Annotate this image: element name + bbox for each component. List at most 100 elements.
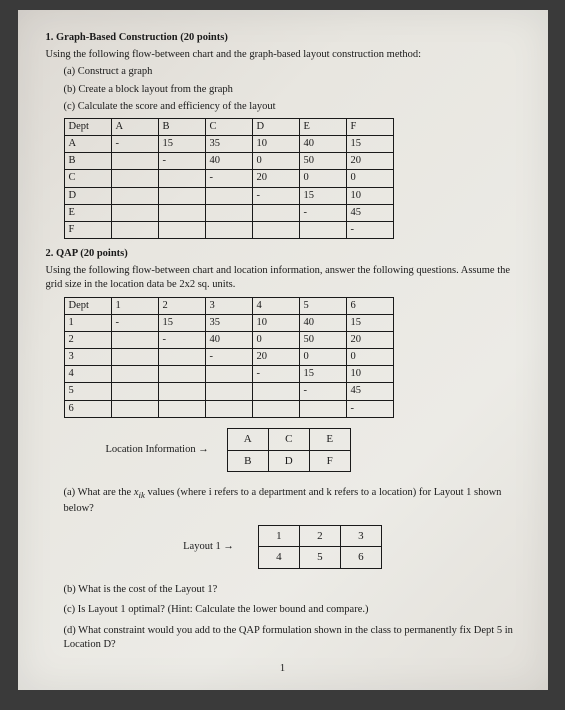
table-cell: - bbox=[299, 204, 346, 221]
location-info-row: Location Information → ACEBDF bbox=[106, 428, 520, 473]
page-number: 1 bbox=[46, 662, 520, 676]
q2-part-b: (b) What is the cost of the Layout 1? bbox=[64, 583, 520, 597]
table-header-cell: 6 bbox=[346, 297, 393, 314]
table-cell bbox=[111, 204, 158, 221]
q1-part-a: (a) Construct a graph bbox=[64, 65, 520, 79]
grid-cell: 4 bbox=[258, 547, 299, 569]
table-header-cell: 5 bbox=[299, 297, 346, 314]
q2-part-c: (c) Is Layout 1 optimal? (Hint: Calculat… bbox=[64, 603, 520, 617]
table-cell: 40 bbox=[205, 331, 252, 348]
table-cell bbox=[252, 400, 299, 417]
table-cell bbox=[205, 221, 252, 238]
table-header-cell: D bbox=[252, 118, 299, 135]
table-cell: - bbox=[205, 170, 252, 187]
table-cell: 10 bbox=[252, 314, 299, 331]
table-cell: 15 bbox=[346, 314, 393, 331]
table-cell: 0 bbox=[299, 349, 346, 366]
table-cell bbox=[252, 221, 299, 238]
table-cell bbox=[111, 187, 158, 204]
grid-cell: 2 bbox=[299, 525, 340, 547]
q1-heading: 1. Graph-Based Construction (20 points) bbox=[46, 31, 520, 45]
table-cell bbox=[111, 153, 158, 170]
table-cell: 10 bbox=[346, 366, 393, 383]
table-cell bbox=[205, 187, 252, 204]
location-label: Location Information → bbox=[106, 443, 209, 457]
layout1-label: Layout 1 → bbox=[183, 540, 234, 554]
table-cell: 20 bbox=[346, 331, 393, 348]
table-cell bbox=[158, 221, 205, 238]
table-cell bbox=[111, 349, 158, 366]
table-header-cell: 2 bbox=[158, 297, 205, 314]
table-cell bbox=[158, 204, 205, 221]
table-cell: 35 bbox=[205, 136, 252, 153]
document-page: 1. Graph-Based Construction (20 points) … bbox=[18, 10, 548, 690]
q1-part-c: (c) Calculate the score and efficiency o… bbox=[64, 100, 520, 114]
table-cell bbox=[111, 331, 158, 348]
q1-number: 1. bbox=[46, 32, 54, 43]
table-cell: C bbox=[64, 170, 111, 187]
table-cell: 6 bbox=[64, 400, 111, 417]
q2-part-a: (a) What are the xik values (where i ref… bbox=[64, 486, 520, 516]
table-cell bbox=[205, 400, 252, 417]
table-header-cell: C bbox=[205, 118, 252, 135]
layout1-row: Layout 1 → 123456 bbox=[46, 525, 520, 570]
location-grid: ACEBDF bbox=[227, 428, 351, 473]
table-cell: 50 bbox=[299, 331, 346, 348]
table-cell: 4 bbox=[64, 366, 111, 383]
table-cell bbox=[252, 204, 299, 221]
grid-cell: 3 bbox=[340, 525, 381, 547]
q2-title: QAP (20 points) bbox=[56, 248, 128, 259]
grid-cell: 1 bbox=[258, 525, 299, 547]
table-cell: - bbox=[158, 331, 205, 348]
q1-flow-table: DeptABCDEFA-1535104015B-4005020C-2000D-1… bbox=[64, 118, 394, 239]
table-cell: E bbox=[64, 204, 111, 221]
q2-part-d: (d) What constraint would you add to the… bbox=[64, 624, 520, 652]
table-header-cell: 1 bbox=[111, 297, 158, 314]
table-cell: 40 bbox=[205, 153, 252, 170]
grid-cell: 6 bbox=[340, 547, 381, 569]
table-cell: - bbox=[158, 153, 205, 170]
table-cell: F bbox=[64, 221, 111, 238]
table-cell: 0 bbox=[252, 153, 299, 170]
q2-intro: Using the following flow-between chart a… bbox=[46, 264, 520, 292]
table-cell bbox=[111, 383, 158, 400]
table-cell: 0 bbox=[299, 170, 346, 187]
table-header-cell: F bbox=[346, 118, 393, 135]
table-cell: 3 bbox=[64, 349, 111, 366]
table-cell: 45 bbox=[346, 383, 393, 400]
table-cell: - bbox=[299, 383, 346, 400]
table-cell: B bbox=[64, 153, 111, 170]
table-cell bbox=[158, 400, 205, 417]
q2a-pre: (a) What are the bbox=[64, 487, 134, 498]
layout1-grid: 123456 bbox=[258, 525, 382, 570]
grid-cell: D bbox=[268, 450, 309, 472]
table-cell: - bbox=[346, 400, 393, 417]
table-cell bbox=[299, 221, 346, 238]
table-cell: 1 bbox=[64, 314, 111, 331]
table-cell: - bbox=[111, 314, 158, 331]
table-cell: 15 bbox=[158, 136, 205, 153]
q2-number: 2. bbox=[46, 248, 54, 259]
table-cell bbox=[158, 170, 205, 187]
table-cell: 15 bbox=[299, 187, 346, 204]
table-cell bbox=[158, 349, 205, 366]
table-cell bbox=[111, 400, 158, 417]
q2-heading: 2. QAP (20 points) bbox=[46, 247, 520, 261]
table-header-cell: B bbox=[158, 118, 205, 135]
table-cell: 20 bbox=[346, 153, 393, 170]
table-cell: 10 bbox=[346, 187, 393, 204]
table-cell: - bbox=[111, 136, 158, 153]
table-cell: 35 bbox=[205, 314, 252, 331]
table-cell: 15 bbox=[346, 136, 393, 153]
table-cell: 50 bbox=[299, 153, 346, 170]
table-cell: - bbox=[252, 187, 299, 204]
grid-cell: E bbox=[309, 428, 350, 450]
grid-cell: B bbox=[227, 450, 268, 472]
table-cell bbox=[205, 204, 252, 221]
table-cell bbox=[158, 187, 205, 204]
table-cell: 45 bbox=[346, 204, 393, 221]
table-cell: 40 bbox=[299, 136, 346, 153]
table-cell: 20 bbox=[252, 349, 299, 366]
grid-cell: F bbox=[309, 450, 350, 472]
table-cell bbox=[205, 366, 252, 383]
